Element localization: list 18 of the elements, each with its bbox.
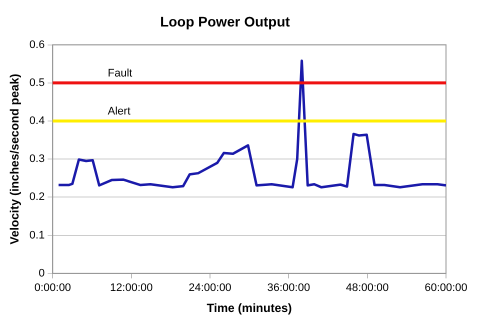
x-tick-label: 48:00:00 <box>346 282 389 294</box>
ref-line-label: Alert <box>108 106 130 118</box>
y-tick-label: 0 <box>38 267 45 280</box>
y-tick-label: 0.2 <box>29 191 45 204</box>
y-tick-label: 0.4 <box>29 115 45 128</box>
chart-title: Loop Power Output <box>160 13 290 30</box>
y-tick-label: 0.3 <box>29 153 45 166</box>
x-tick-label: 36:00:00 <box>267 282 310 294</box>
x-axis-title: Time (minutes) <box>206 301 292 316</box>
ref-line-label: Fault <box>108 67 132 80</box>
x-tick-label: 60:00:00 <box>424 282 468 294</box>
y-tick-label: 0.5 <box>29 76 45 89</box>
x-tick-label: 24:00:00 <box>188 282 232 294</box>
y-tick-label: 0.1 <box>29 229 45 242</box>
y-axis-title: Velocity (inches/second peak) <box>8 74 22 244</box>
y-tick-label: 0.6 <box>29 38 45 51</box>
x-tick-label: 0:00:00 <box>34 282 72 294</box>
x-tick-label: 12:00:00 <box>110 282 153 294</box>
